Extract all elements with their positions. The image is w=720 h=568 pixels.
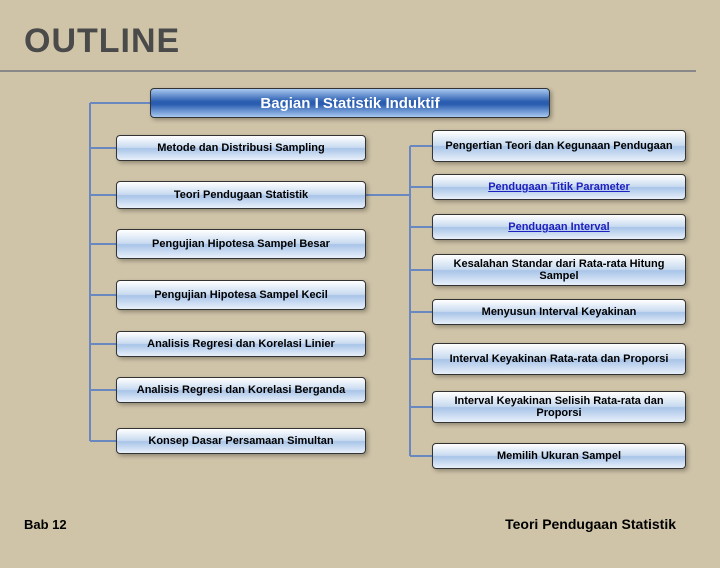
left-box: Teori Pendugaan Statistik [116, 181, 366, 209]
diagram-area: Bagian I Statistik Induktif Metode dan D… [0, 88, 720, 510]
left-box: Pengujian Hipotesa Sampel Kecil [116, 280, 366, 310]
slide-title: OUTLINE [0, 0, 720, 67]
footer-left: Bab 12 [24, 517, 67, 532]
left-box: Analisis Regresi dan Korelasi Linier [116, 331, 366, 357]
left-box: Pengujian Hipotesa Sampel Besar [116, 229, 366, 259]
right-box[interactable]: Pendugaan Titik Parameter [432, 174, 686, 200]
title-underline [0, 70, 696, 72]
right-box: Menyusun Interval Keyakinan [432, 299, 686, 325]
right-box: Pengertian Teori dan Kegunaan Pendugaan [432, 130, 686, 162]
main-header: Bagian I Statistik Induktif [150, 88, 550, 118]
right-box[interactable]: Pendugaan Interval [432, 214, 686, 240]
right-box: Interval Keyakinan Selisih Rata-rata dan… [432, 391, 686, 423]
right-box: Interval Keyakinan Rata-rata dan Propors… [432, 343, 686, 375]
left-box: Analisis Regresi dan Korelasi Berganda [116, 377, 366, 403]
right-box: Memilih Ukuran Sampel [432, 443, 686, 469]
footer-right: Teori Pendugaan Statistik [505, 516, 676, 532]
right-box: Kesalahan Standar dari Rata-rata Hitung … [432, 254, 686, 286]
left-box: Konsep Dasar Persamaan Simultan [116, 428, 366, 454]
left-box: Metode dan Distribusi Sampling [116, 135, 366, 161]
